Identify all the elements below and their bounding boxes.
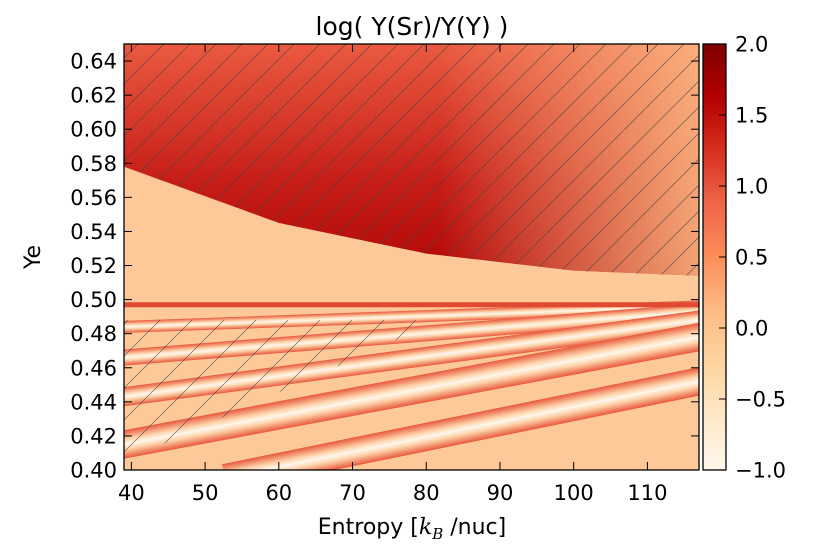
chart-title: log( Y(Sr)/Y(Y) )	[316, 12, 509, 41]
colorbar-tick-label: 0.0	[735, 317, 768, 341]
x-axis-label-suffix: /nuc]	[443, 515, 506, 540]
colorbar-tick-label: 1.5	[735, 104, 768, 128]
colorbar-tick-label: −0.5	[735, 388, 786, 412]
y-tick-label: 0.46	[70, 356, 117, 380]
y-tick-label: 0.40	[70, 459, 117, 483]
band-4	[124, 315, 699, 466]
x-tick-label: 100	[554, 481, 594, 505]
y-tick-label: 0.54	[70, 220, 117, 244]
plot-area	[124, 44, 699, 470]
y-axis-label: Ye	[21, 245, 46, 270]
y-tick-label: 0.42	[70, 424, 117, 448]
colorbar-tick-label: 0.5	[735, 246, 768, 270]
y-axis: 0.40 0.42 0.44 0.46 0.48 0.50 0.52 0.54 0.56 0.58…	[70, 50, 699, 483]
x-tick-label: 90	[487, 481, 514, 505]
y-tick-label: 0.50	[70, 288, 117, 312]
x-axis-label: Entropy [kB /nuc]	[318, 515, 506, 543]
plot-frame	[123, 43, 700, 471]
lower-region-hatching	[124, 320, 441, 462]
x-axis-label-prefix: Entropy [	[318, 515, 419, 540]
x-tick-label: 40	[118, 481, 145, 505]
x-tick-label: 70	[339, 481, 366, 505]
band-5-fill	[222, 359, 699, 470]
x-axis-label-sub: B	[431, 525, 443, 543]
band-4-fill	[124, 315, 699, 466]
x-tick-label: 110	[627, 481, 667, 505]
y-tick-label: 0.56	[70, 186, 117, 210]
y-tick-label: 0.60	[70, 118, 117, 142]
y-tick-label: 0.58	[70, 152, 117, 176]
y-tick-label: 0.64	[70, 50, 117, 74]
colorbar-ticks: −1.0 −0.5 0.0 0.5 1.0 1.5 2.0	[719, 33, 786, 483]
y-tick-label: 0.48	[70, 322, 117, 346]
y-tick-label: 0.62	[70, 84, 117, 108]
colorbar-tick-label: −1.0	[735, 459, 786, 483]
band-5	[222, 359, 699, 470]
y-tick-label: 0.44	[70, 390, 117, 414]
y-tick-label: 0.52	[70, 254, 117, 278]
colorbar-tick-label: 2.0	[735, 33, 768, 57]
colorbar-tick-label: 1.0	[735, 175, 768, 199]
upper-region-hatching	[124, 44, 699, 276]
x-tick-label: 80	[413, 481, 440, 505]
x-tick-label: 50	[192, 481, 219, 505]
x-axis: 40 50 60 70 80 90 100 110	[118, 44, 667, 505]
x-axis-label-k: k	[419, 515, 432, 540]
x-tick-label: 60	[265, 481, 292, 505]
